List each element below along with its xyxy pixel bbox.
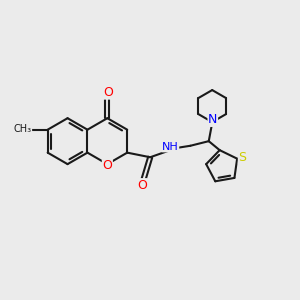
Text: O: O: [103, 86, 113, 99]
Text: S: S: [238, 151, 246, 164]
Text: N: N: [208, 113, 218, 126]
Text: O: O: [137, 179, 147, 192]
Text: CH₃: CH₃: [14, 124, 32, 134]
Text: NH: NH: [162, 142, 179, 152]
Text: O: O: [102, 159, 112, 172]
